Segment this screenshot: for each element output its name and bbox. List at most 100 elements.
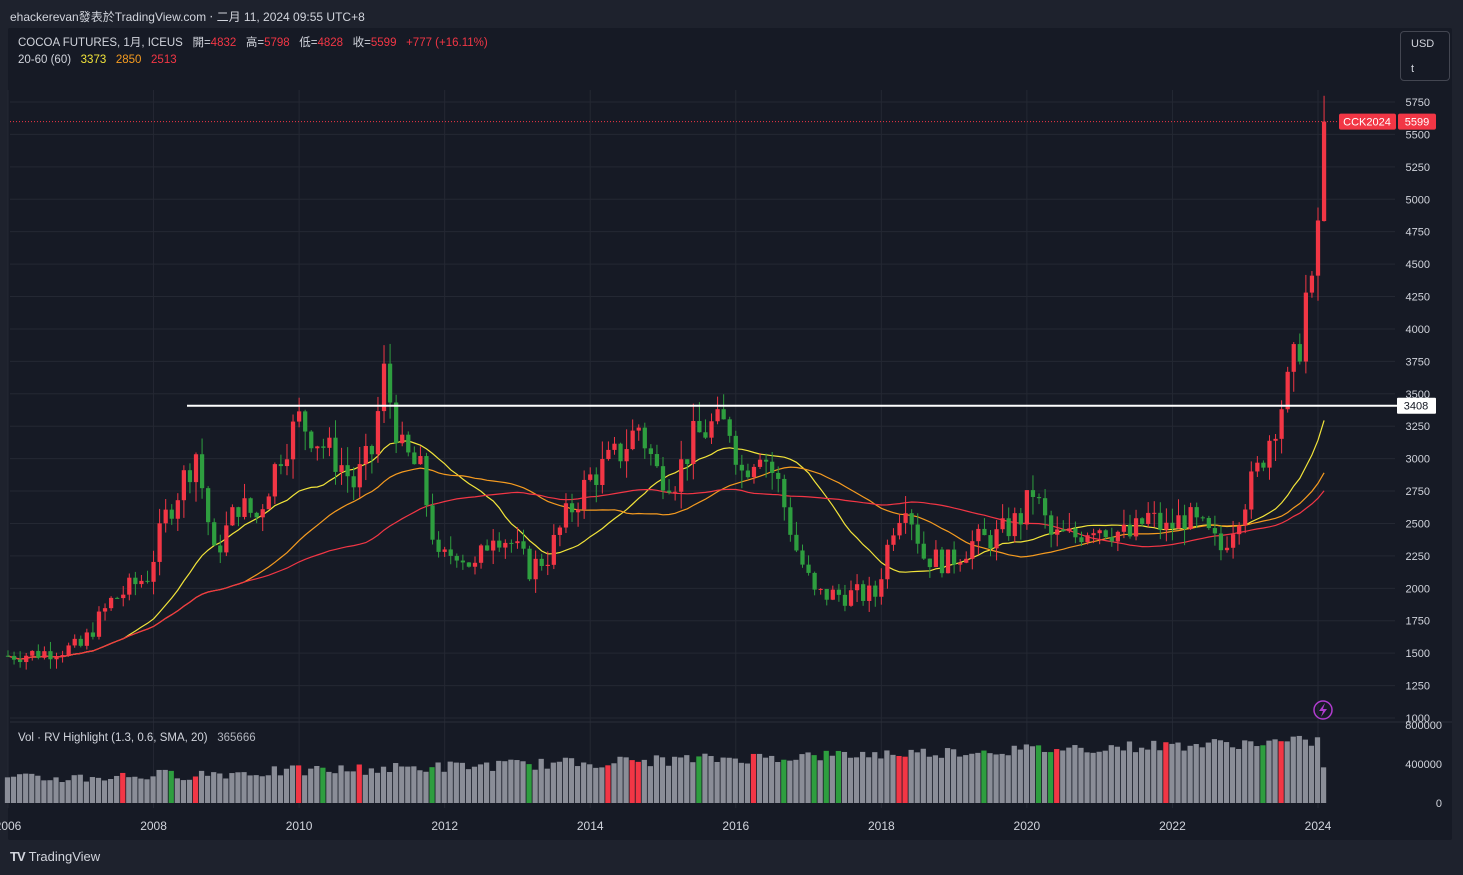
candle-body — [745, 470, 751, 478]
candle-body — [121, 594, 126, 599]
candle — [503, 539, 508, 559]
candle-body — [1237, 525, 1242, 535]
candle — [321, 438, 326, 459]
candle-body — [994, 529, 999, 549]
volume-bar — [1060, 750, 1066, 803]
candle — [594, 467, 599, 503]
volume-bar — [750, 753, 757, 803]
volume-bar — [374, 772, 381, 803]
volume-bar — [71, 775, 77, 803]
price-tick-label: 4250 — [1406, 292, 1430, 304]
volume-bar — [138, 778, 144, 803]
candle — [260, 504, 265, 532]
time-tick-label: 2014 — [577, 819, 604, 833]
candle — [873, 580, 878, 607]
volume-bar — [89, 777, 96, 803]
volume-bar — [314, 765, 320, 803]
candle-body — [551, 534, 556, 565]
candle — [642, 422, 647, 459]
volume-bar — [4, 777, 11, 803]
candle — [921, 531, 926, 560]
volume-tick-label: 0 — [1436, 798, 1442, 810]
open-value: 4832 — [210, 37, 237, 49]
candle-body — [1273, 438, 1278, 441]
candle — [824, 588, 829, 606]
candle-body — [1049, 515, 1054, 535]
price-tick-label: 1750 — [1406, 616, 1430, 628]
volume-bar — [380, 766, 387, 803]
volume-bar — [920, 748, 926, 803]
ma60-value: 2513 — [151, 54, 177, 66]
price-tick-label: 1500 — [1406, 648, 1430, 660]
volume-bar — [1072, 745, 1078, 803]
candle — [1079, 531, 1084, 547]
candle — [181, 465, 187, 518]
candle — [254, 511, 259, 524]
candle-body — [824, 588, 829, 600]
lightning-icon[interactable] — [1313, 700, 1333, 720]
candle-body — [181, 470, 187, 501]
volume-bar — [902, 756, 908, 803]
volume-bar — [350, 771, 356, 803]
symbol-name[interactable]: COCOA FUTURES, 1月, ICEUS — [18, 37, 183, 49]
candle — [897, 514, 902, 540]
candle — [1218, 525, 1224, 561]
candle-body — [1243, 509, 1248, 526]
candle-body — [697, 420, 702, 433]
candle-body — [660, 466, 666, 491]
candle-body — [830, 589, 835, 600]
price-tick-label: 1250 — [1406, 681, 1430, 693]
volume-bar — [568, 758, 575, 803]
candle — [145, 570, 150, 584]
candle — [363, 433, 368, 481]
candle-body — [800, 550, 805, 565]
top-bar: ehackerevan發表於TradingView.com ‧ 二月 11, 2… — [0, 0, 1463, 30]
candle — [521, 529, 526, 555]
volume-bar — [672, 756, 678, 803]
volume-bar — [120, 772, 126, 803]
currency-label: USD — [1411, 38, 1435, 50]
volume-bar — [1217, 740, 1224, 803]
candle-body — [1146, 512, 1151, 524]
volume-indicator-label[interactable]: Vol · RV Highlight (1.3, 0.6, SMA, 20) — [18, 732, 208, 744]
candle — [472, 556, 478, 575]
volume-bar — [289, 765, 296, 803]
last-price-label: 5599 — [1405, 117, 1429, 129]
candle-body — [588, 474, 593, 480]
currency-unit-box[interactable]: USD t — [1400, 31, 1450, 81]
candle — [970, 530, 975, 570]
candle — [1255, 456, 1260, 477]
candle-body — [763, 459, 769, 462]
volume-bar — [574, 766, 581, 803]
candle-body — [284, 459, 290, 467]
candle — [982, 518, 987, 536]
candle-body — [478, 545, 484, 563]
volume-bar — [356, 764, 362, 803]
candle-body — [757, 459, 763, 467]
candle — [1073, 521, 1078, 544]
low-value: 4828 — [317, 37, 344, 49]
candle — [5, 650, 11, 658]
candle-body — [108, 597, 114, 609]
candle — [861, 580, 866, 606]
volume-bar — [526, 764, 532, 803]
volume-bar — [126, 777, 132, 803]
volume-bar — [884, 750, 890, 803]
ma-label[interactable]: 20-60 (60) — [18, 54, 72, 66]
candle — [927, 558, 932, 578]
candle — [509, 539, 514, 553]
candle-body — [903, 513, 908, 523]
candle-body — [18, 659, 23, 663]
candle-body — [115, 597, 120, 599]
volume-bar — [665, 765, 672, 803]
candle-body — [327, 437, 332, 448]
candle-body — [1321, 121, 1327, 222]
candle-body — [212, 522, 217, 546]
price-tick-label: 5250 — [1406, 162, 1430, 174]
volume-bar — [1175, 742, 1181, 803]
candle-body — [1285, 371, 1290, 410]
candle-body — [1085, 535, 1090, 543]
tradingview-footer[interactable]: TV TradingView — [10, 849, 100, 864]
candle-body — [1200, 517, 1205, 519]
